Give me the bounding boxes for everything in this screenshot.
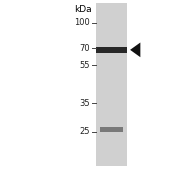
Text: 35: 35 — [80, 99, 90, 108]
Polygon shape — [130, 43, 140, 57]
Text: kDa: kDa — [74, 5, 92, 14]
Bar — [100, 127, 123, 132]
Text: 25: 25 — [80, 127, 90, 136]
Text: 100: 100 — [75, 18, 90, 27]
Text: 70: 70 — [80, 44, 90, 53]
Bar — [96, 3, 127, 166]
Bar — [96, 47, 127, 53]
Text: 55: 55 — [80, 61, 90, 70]
